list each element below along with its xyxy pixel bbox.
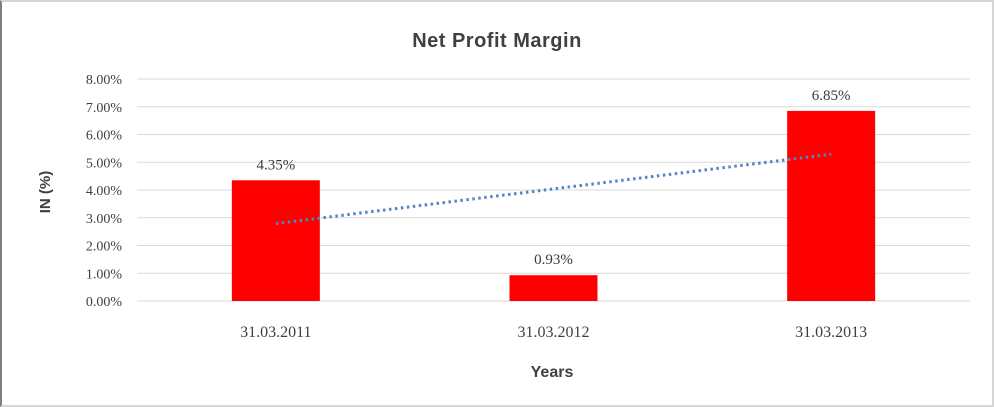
y-tick-label: 2.00% [86,240,123,255]
y-tick-label: 3.00% [86,212,123,227]
bar-data-label: 6.85% [812,88,851,104]
chart-title: Net Profit Margin [412,30,582,52]
y-tick-label: 6.00% [86,129,123,144]
bar-data-label: 0.93% [534,252,573,268]
x-category-label: 31.03.2013 [795,324,867,341]
labels-group: 0.00% 1.00% 2.00% 3.00% 4.00% 5.00% 6.00% 7.00%… [86,73,867,341]
bars-group [231,110,876,301]
y-tick-label: 5.00% [86,156,123,171]
x-category-label: 31.03.2012 [518,324,590,341]
y-tick-label: 1.00% [86,267,123,282]
bar [231,180,320,301]
bar-data-label: 4.35% [256,157,295,173]
y-tick-label: 0.00% [86,295,123,310]
bar [509,275,598,301]
trendline-group [275,152,832,226]
y-tick-label: 4.00% [86,184,123,199]
y-tick-label: 7.00% [86,101,123,116]
bar [787,110,876,301]
x-category-label: 31.03.2011 [240,324,311,341]
trendline [275,152,832,226]
y-tick-label: 8.00% [86,73,123,88]
y-axis-title: IN (%) [37,171,54,214]
x-axis-title: Years [531,364,574,381]
